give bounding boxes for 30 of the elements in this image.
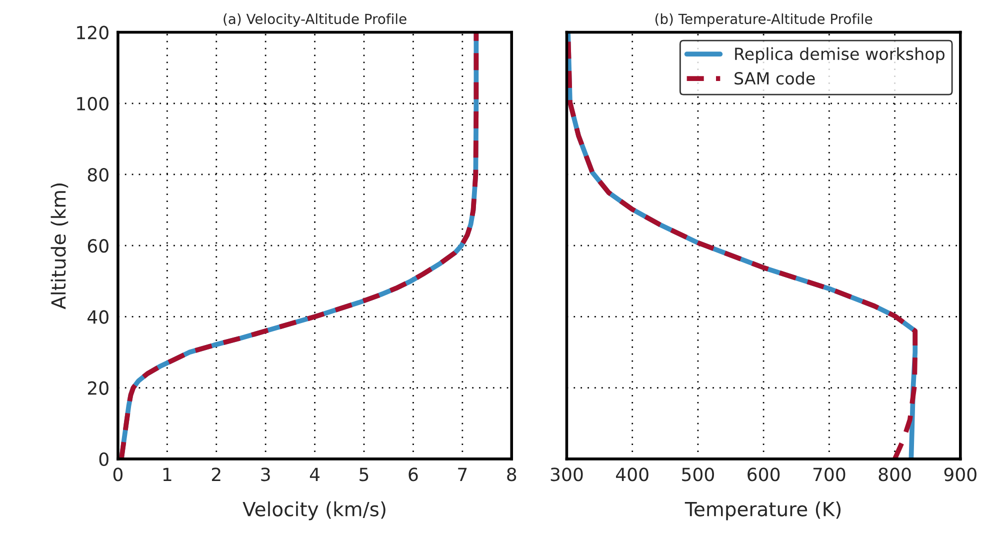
legend-label: Replica demise workshop [735,47,944,64]
chart-title: (a) Velocity-Altitude Profile [224,13,406,27]
chart-title: (b) Temperature-Altitude Profile [655,13,872,27]
y-tick-label: 0 [99,452,108,466]
x-tick-label: 8 [507,468,516,482]
x-tick-label: 5 [360,468,368,482]
x-tick-label: 6 [408,468,418,482]
x-tick-label: 800 [878,468,911,482]
y-tick-label: 100 [77,96,108,110]
x-tick-label: 700 [813,468,846,482]
x-tick-label: 3 [261,468,270,482]
x-tick-label: 0 [113,468,123,482]
x-tick-label: 400 [616,468,648,482]
y-tick-label: 120 [77,26,108,40]
y-tick-label: 60 [88,239,108,253]
x-tick-label: 4 [310,468,320,481]
x-tick-label: 7 [458,468,467,481]
y-tick-label: 80 [88,168,108,182]
x-axis-title: Temperature (K) [684,501,841,520]
x-tick-label: 900 [944,468,976,482]
y-axis-title: Altitude (km) [50,184,68,310]
legend-label: SAM code [734,72,815,85]
y-tick-label: 20 [88,381,108,395]
x-tick-label: 1 [163,468,172,481]
x-tick-label: 600 [748,468,780,482]
x-axis-title: Velocity (km/s) [242,501,386,520]
x-tick-label: 500 [682,468,714,482]
y-tick-label: 40 [88,310,108,324]
x-tick-label: 2 [212,468,220,481]
x-tick-label: 300 [550,468,583,482]
